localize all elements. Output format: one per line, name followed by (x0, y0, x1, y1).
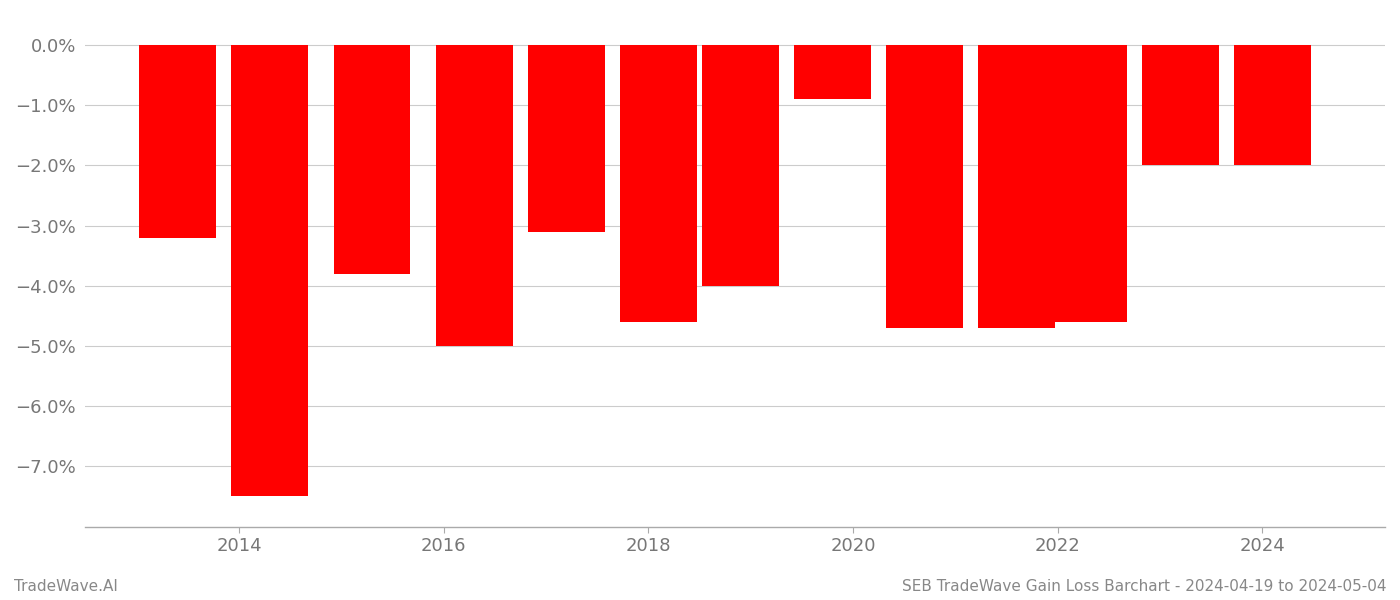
Bar (1233, 45, 1310, 166)
Bar (886, 45, 963, 328)
Bar (979, 45, 1056, 328)
Text: SEB TradeWave Gain Loss Barchart - 2024-04-19 to 2024-05-04: SEB TradeWave Gain Loss Barchart - 2024-… (902, 579, 1386, 594)
Bar (1142, 45, 1219, 166)
Bar (139, 45, 216, 238)
Bar (435, 45, 512, 346)
Bar (231, 45, 308, 496)
Bar (1050, 45, 1127, 322)
Bar (528, 45, 605, 232)
Bar (794, 45, 871, 99)
Bar (333, 45, 410, 274)
Bar (701, 45, 778, 286)
Text: TradeWave.AI: TradeWave.AI (14, 579, 118, 594)
Bar (620, 45, 697, 322)
